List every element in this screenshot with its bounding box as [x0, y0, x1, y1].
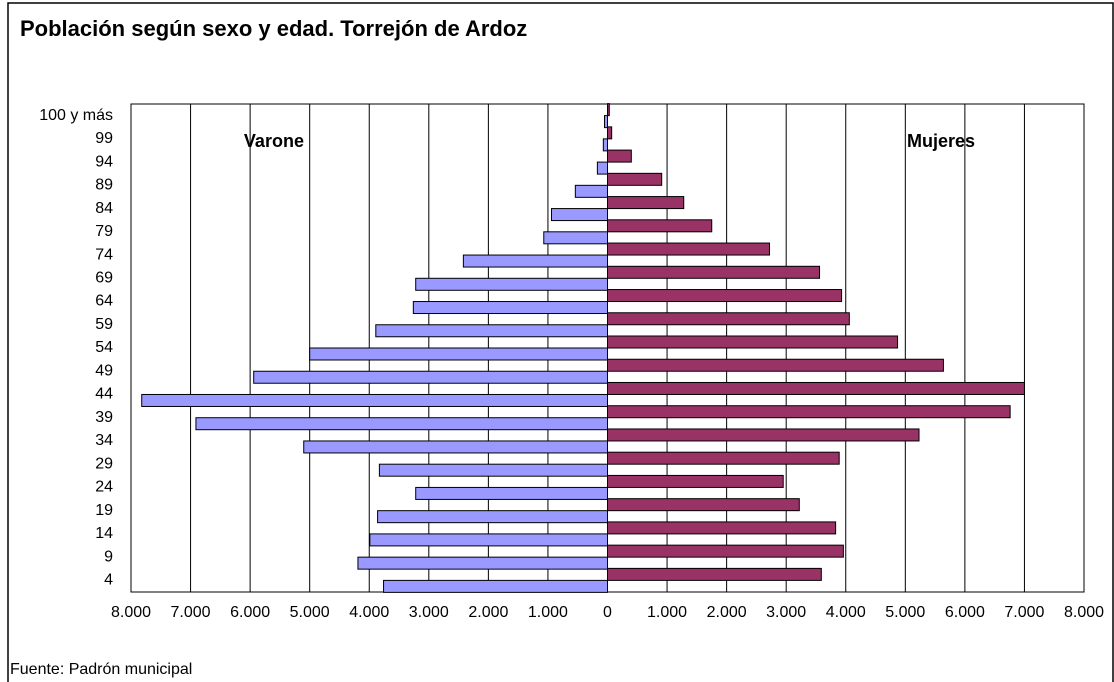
bar	[415, 277, 608, 291]
x-tick-label: 1.000	[647, 604, 687, 621]
bar	[607, 544, 844, 558]
y-tick-label: 34	[95, 432, 113, 449]
bar	[607, 219, 713, 233]
x-tick-label: 4.000	[826, 604, 866, 621]
bar	[607, 289, 843, 303]
y-tick-label: 84	[95, 200, 113, 217]
bar	[303, 440, 608, 454]
chart-title: Población según sexo y edad. Torrejón de…	[20, 16, 527, 41]
y-tick-label: 89	[95, 177, 113, 194]
bar	[383, 579, 609, 593]
x-tick-label: 6.000	[230, 604, 270, 621]
x-tick-label: 8.000	[111, 604, 151, 621]
x-tick-label: 7.000	[1004, 604, 1044, 621]
bar	[574, 184, 608, 198]
bar	[607, 196, 685, 210]
series-label: Mujeres	[907, 131, 975, 151]
x-tick-label: 8.000	[1064, 604, 1104, 621]
y-tick-label: 79	[95, 223, 113, 240]
bar	[607, 498, 800, 512]
x-tick-label: 2.000	[468, 604, 508, 621]
bar	[309, 347, 608, 361]
y-tick-label: 19	[95, 502, 113, 519]
bar	[607, 172, 663, 186]
bar	[607, 405, 1011, 419]
bar	[607, 335, 899, 349]
x-tick-label: 3.000	[409, 604, 449, 621]
y-tick-label: 99	[95, 130, 113, 147]
y-tick-label: 44	[95, 386, 113, 403]
y-tick-label: 9	[104, 548, 113, 565]
bar	[369, 533, 608, 547]
bar	[253, 370, 608, 384]
y-tick-label: 4	[104, 572, 113, 589]
bar	[415, 486, 608, 500]
x-tick-label: 7.000	[171, 604, 211, 621]
y-tick-label: 24	[95, 479, 113, 496]
bar	[607, 451, 840, 465]
y-tick-label: 29	[95, 455, 113, 472]
x-tick-label: 6.000	[945, 604, 985, 621]
bar	[141, 393, 608, 407]
bar	[607, 265, 821, 279]
bar	[357, 556, 609, 570]
x-tick-label: 1.000	[528, 604, 568, 621]
y-tick-label: 59	[95, 316, 113, 333]
x-tick-label: 5.000	[290, 604, 330, 621]
bar	[195, 417, 608, 431]
bar	[607, 149, 632, 163]
bar	[551, 208, 608, 222]
bar	[378, 463, 608, 477]
x-tick-label: 5.000	[885, 604, 925, 621]
y-tick-label: 100 y más	[39, 107, 113, 124]
bar	[462, 254, 609, 268]
x-tick-label: 4.000	[349, 604, 389, 621]
y-tick-label: 69	[95, 270, 113, 287]
bar	[607, 381, 1025, 395]
y-tick-label: 49	[95, 362, 113, 379]
y-tick-label: 94	[95, 153, 113, 170]
y-tick-label: 74	[95, 246, 113, 263]
bar	[607, 521, 837, 535]
bar	[607, 358, 944, 372]
x-tick-label: 3.000	[766, 604, 806, 621]
y-tick-label: 39	[95, 409, 113, 426]
y-tick-label: 64	[95, 293, 113, 310]
bar	[607, 567, 822, 581]
x-tick-label: 2.000	[707, 604, 747, 621]
bar	[607, 428, 920, 442]
bar	[596, 161, 609, 175]
bar	[412, 301, 609, 315]
bar	[375, 324, 608, 338]
bar	[607, 126, 613, 140]
bar	[377, 510, 608, 524]
bar	[543, 231, 609, 245]
bar	[607, 242, 771, 256]
source-note: Fuente: Padrón municipal	[10, 661, 192, 678]
x-tick-label: 0	[603, 604, 612, 621]
y-tick-label: 54	[95, 339, 113, 356]
bar	[602, 138, 609, 152]
series-label: Varone	[244, 131, 304, 151]
bar	[607, 312, 850, 326]
bar	[607, 474, 784, 488]
y-tick-label: 14	[95, 525, 113, 542]
